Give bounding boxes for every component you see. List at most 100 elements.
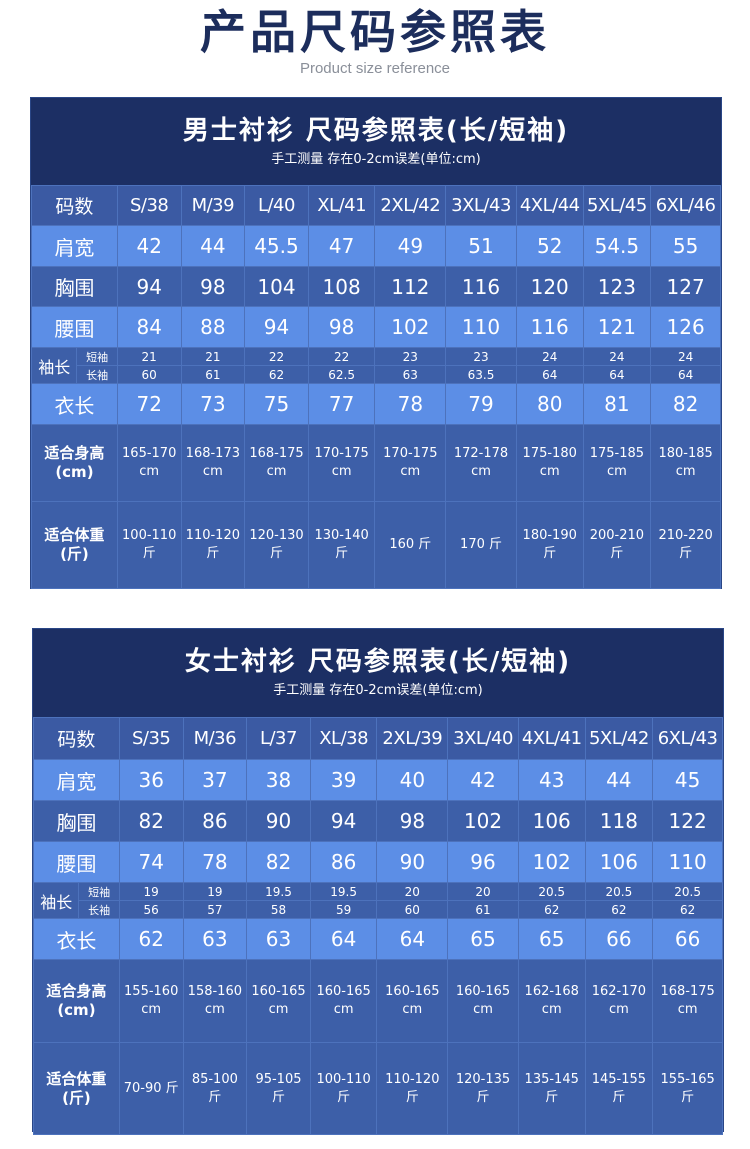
men-sleeve-long-value: 64 bbox=[582, 365, 652, 384]
women-length-label: 衣长 bbox=[33, 918, 120, 960]
men-sleeve-long-row: 长袖 60 61 62 62.5 63 63.5 64 64 64 bbox=[32, 365, 721, 384]
women-height-label: 适合身高(cm) bbox=[33, 959, 120, 1043]
men-sleeve-long-value: 62 bbox=[244, 365, 309, 384]
men-chart-header: 男士衬衫 尺码参照表(长/短袖) 手工测量 存在0-2cm误差(单位:cm) bbox=[31, 98, 721, 185]
women-sleeve-short-value: 19.5 bbox=[246, 882, 311, 901]
women-size-chart: 女士衬衫 尺码参照表(长/短袖) 手工测量 存在0-2cm误差(单位:cm) 码… bbox=[32, 628, 724, 1135]
men-waist-value: 94 bbox=[244, 306, 309, 348]
men-size-table: 码数 S/38 M/39 L/40 XL/41 2XL/42 3XL/43 4XL/44 5XL… bbox=[30, 185, 721, 589]
men-sleeve-long-value: 63.5 bbox=[445, 365, 517, 384]
women-height-value: 168-175 cm bbox=[652, 959, 723, 1043]
men-length-value: 73 bbox=[180, 383, 246, 425]
women-sleeve-long-value: 62 bbox=[517, 900, 586, 919]
men-height-value: 180-185 cm bbox=[650, 424, 721, 502]
men-weight-value: 200-210 斤 bbox=[582, 501, 652, 589]
men-length-row: 衣长 72 73 75 77 78 79 80 81 82 bbox=[31, 383, 721, 425]
women-sizes-value: XL/38 bbox=[309, 717, 378, 760]
men-shoulder-value: 44 bbox=[180, 225, 246, 267]
men-height-value: 172-178 cm bbox=[445, 424, 517, 502]
men-waist-value: 116 bbox=[515, 306, 584, 348]
women-sleeve-short-value: 20 bbox=[376, 882, 449, 901]
women-length-value: 63 bbox=[182, 918, 248, 960]
men-weight-value: 160 斤 bbox=[374, 501, 447, 589]
men-sizes-value: 6XL/46 bbox=[650, 185, 721, 226]
women-weight-value: 85-100 斤 bbox=[182, 1042, 248, 1135]
women-chest-value: 102 bbox=[447, 800, 519, 842]
men-chest-value: 108 bbox=[307, 266, 376, 307]
men-weight-value: 180-190 斤 bbox=[515, 501, 584, 589]
men-sizes-value: 4XL/44 bbox=[515, 185, 584, 226]
women-sleeve-short-value: 19.5 bbox=[309, 882, 378, 901]
men-length-value: 77 bbox=[307, 383, 376, 425]
women-length-row: 衣长 62 63 63 64 64 65 65 66 66 bbox=[33, 918, 723, 960]
men-short-sleeve-label: 短袖 bbox=[76, 347, 118, 366]
men-weight-value: 120-130 斤 bbox=[244, 501, 309, 589]
women-waist-row: 腰围 74 78 82 86 90 96 102 106 110 bbox=[33, 841, 723, 883]
women-sizes-row: 码数 S/35 M/36 L/37 XL/38 2XL/39 3XL/40 4XL/41 5XL… bbox=[33, 717, 723, 760]
men-weight-value: 110-120 斤 bbox=[180, 501, 246, 589]
women-waist-value: 102 bbox=[517, 841, 586, 883]
men-sizes-label: 码数 bbox=[31, 185, 118, 226]
women-sleeve-long-row: 长袖 56 57 58 59 60 61 62 62 62 bbox=[34, 900, 723, 919]
women-waist-value: 90 bbox=[376, 841, 449, 883]
men-height-row: 适合身高(cm) 165-170 cm 168-173 cm 168-175 cm 17… bbox=[31, 424, 721, 502]
men-length-value: 82 bbox=[650, 383, 721, 425]
men-weight-value: 100-110 斤 bbox=[116, 501, 182, 589]
women-chest-value: 82 bbox=[118, 800, 184, 842]
women-shoulder-value: 38 bbox=[246, 759, 311, 801]
women-length-value: 63 bbox=[246, 918, 311, 960]
men-waist-value: 98 bbox=[307, 306, 376, 348]
women-sleeve-long-value: 56 bbox=[118, 900, 184, 919]
women-waist-value: 82 bbox=[246, 841, 311, 883]
men-sleeve-long-value: 61 bbox=[180, 365, 246, 384]
women-height-value: 162-168 cm bbox=[517, 959, 586, 1043]
women-long-sleeve-label: 长袖 bbox=[78, 900, 120, 919]
women-waist-label: 腰围 bbox=[33, 841, 120, 883]
men-chart-note: 手工测量 存在0-2cm误差(单位:cm) bbox=[271, 152, 481, 167]
men-height-value: 175-180 cm bbox=[515, 424, 584, 502]
men-height-label: 适合身高(cm) bbox=[31, 424, 118, 502]
women-chest-value: 106 bbox=[517, 800, 586, 842]
men-chest-value: 94 bbox=[116, 266, 182, 307]
women-shoulder-row: 肩宽 36 37 38 39 40 42 43 44 45 bbox=[33, 759, 723, 801]
women-shoulder-value: 39 bbox=[309, 759, 378, 801]
men-sleeve-short-value: 24 bbox=[582, 347, 652, 366]
women-short-sleeve-label: 短袖 bbox=[78, 882, 120, 901]
women-height-value: 158-160 cm bbox=[182, 959, 248, 1043]
men-sizes-value: 5XL/45 bbox=[582, 185, 652, 226]
men-shoulder-value: 52 bbox=[515, 225, 584, 267]
women-sleeve-short-value: 19 bbox=[182, 882, 248, 901]
men-weight-value: 170 斤 bbox=[445, 501, 517, 589]
men-sleeve-long-value: 64 bbox=[650, 365, 721, 384]
men-sleeve-short-value: 24 bbox=[515, 347, 584, 366]
men-chest-label: 胸围 bbox=[31, 266, 118, 307]
men-sizes-value: XL/41 bbox=[307, 185, 376, 226]
women-waist-value: 96 bbox=[447, 841, 519, 883]
men-height-value: 165-170 cm bbox=[116, 424, 182, 502]
men-sizes-value: 3XL/43 bbox=[445, 185, 517, 226]
page-subtitle: Product size reference bbox=[299, 60, 451, 77]
men-sleeve-short-row: 袖长 短袖 21 21 22 22 23 23 24 24 24 bbox=[30, 347, 721, 384]
women-sleeve-short-row: 袖长 短袖 19 19 19.5 19.5 20 20 20.5 20.5 20.5 bbox=[32, 882, 723, 919]
men-sleeve-long-value: 63 bbox=[374, 365, 447, 384]
men-length-value: 75 bbox=[244, 383, 309, 425]
women-height-value: 160-165 cm bbox=[309, 959, 378, 1043]
women-sleeve-long-value: 59 bbox=[309, 900, 378, 919]
men-shoulder-value: 45.5 bbox=[244, 225, 309, 267]
men-sleeve-short-value: 22 bbox=[244, 347, 309, 366]
women-sizes-value: S/35 bbox=[118, 717, 184, 760]
women-shoulder-value: 40 bbox=[376, 759, 449, 801]
women-weight-value: 145-155 斤 bbox=[584, 1042, 654, 1135]
men-weight-row: 适合体重(斤) 100-110 斤 110-120 斤 120-130 斤 130-14… bbox=[31, 501, 721, 589]
women-weight-value: 120-135 斤 bbox=[447, 1042, 519, 1135]
men-height-value: 175-185 cm bbox=[582, 424, 652, 502]
men-waist-value: 84 bbox=[116, 306, 182, 348]
women-shoulder-value: 44 bbox=[584, 759, 654, 801]
women-chest-value: 90 bbox=[246, 800, 311, 842]
women-sleeve-short-value: 20.5 bbox=[517, 882, 586, 901]
women-shoulder-value: 36 bbox=[118, 759, 184, 801]
men-height-value: 168-173 cm bbox=[180, 424, 246, 502]
women-chest-row: 胸围 82 86 90 94 98 102 106 118 122 bbox=[33, 800, 723, 842]
women-sleeve-short-value: 20.5 bbox=[584, 882, 654, 901]
women-sleeve-short-value: 20 bbox=[447, 882, 519, 901]
